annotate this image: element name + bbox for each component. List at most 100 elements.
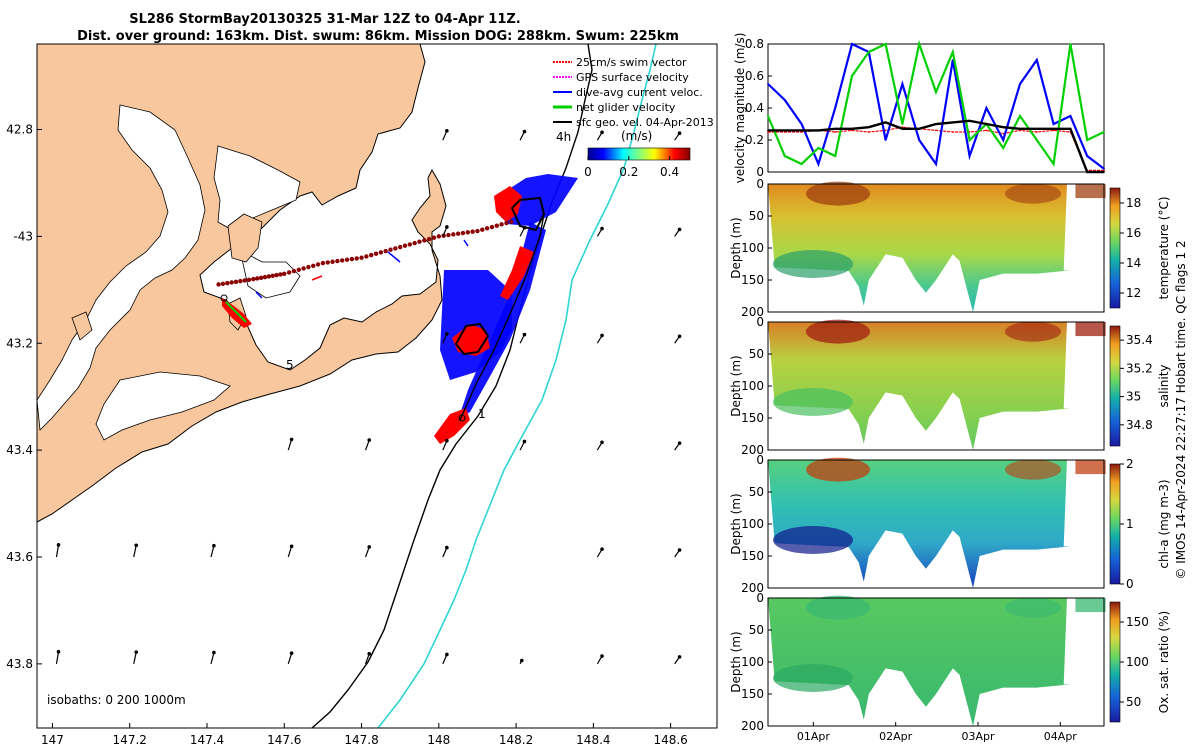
section-colorbar-tick-label: 150 <box>1126 615 1149 629</box>
section-y-tick-label: 50 <box>749 623 764 637</box>
map-legend: 25cm/s swim vector GPS surface velocity … <box>553 56 714 143</box>
annotation-4h: 4h <box>556 130 571 144</box>
velocity-point <box>867 131 870 133</box>
section-y-tick-label: 0 <box>756 177 764 191</box>
surface-vector-head <box>522 332 527 337</box>
velocity-point <box>935 123 937 125</box>
velocity-point <box>1035 139 1038 141</box>
surface-vector <box>55 651 60 664</box>
glider-track-layer <box>216 219 514 287</box>
velocity-point <box>901 123 904 125</box>
section-y-tick-label: 50 <box>749 485 764 499</box>
island-channel <box>71 311 93 341</box>
surface-vector-head <box>289 651 294 655</box>
map-colorbar-label: (m/s) <box>621 129 652 143</box>
track-point <box>220 281 226 287</box>
velocity-point <box>783 155 786 157</box>
section-data-field <box>768 184 1071 312</box>
velocity-point <box>1019 127 1021 130</box>
map-y-tick-label: 42.8 <box>6 123 33 137</box>
track-point <box>504 220 509 226</box>
track-point <box>383 248 388 254</box>
surface-vector-head <box>289 437 294 442</box>
map-colorbar <box>587 147 691 161</box>
track-point <box>291 268 297 274</box>
map-x-tick-label: 147.6 <box>267 733 301 747</box>
track-point <box>301 266 306 271</box>
track-point <box>315 262 321 267</box>
surface-vector-head <box>600 333 604 338</box>
map-x-tick-label: 147.8 <box>344 733 378 747</box>
velocity-point <box>935 129 937 132</box>
map-x-tick-label: 148.4 <box>576 733 610 747</box>
surface-vector-head <box>134 650 139 654</box>
velocity-y-axis: 0 0.2 0.4 0.6 0.8 <box>745 37 772 179</box>
track-point <box>282 271 287 276</box>
section-ylabel: Depth (m) <box>729 355 743 416</box>
surface-vector-head <box>212 650 216 655</box>
track-point <box>246 277 252 282</box>
velocity-point <box>1052 123 1055 125</box>
velocity-point <box>867 126 870 129</box>
section-y-tick-label: 0 <box>756 453 764 467</box>
surface-vector-head <box>677 227 682 232</box>
section-colorbar-tick-label: 50 <box>1126 695 1141 709</box>
section-deep-patch <box>773 664 853 692</box>
section-colorbar-tick-label: 16 <box>1126 226 1141 240</box>
velocity-point <box>1103 131 1105 133</box>
velocity-point <box>901 83 904 85</box>
velocity-point <box>817 163 820 165</box>
velocity-point <box>1052 127 1055 130</box>
velocity-point <box>834 127 837 130</box>
track-point <box>258 275 264 280</box>
surface-vector-head <box>367 651 372 656</box>
map-x-tick-label: 148 <box>427 733 450 747</box>
velocity-point <box>1069 127 1072 130</box>
track-point <box>489 224 495 230</box>
velocity-point <box>918 139 921 141</box>
section-colorbar-tick-label: 35 <box>1126 390 1141 404</box>
track-point <box>422 238 427 243</box>
surface-vector-head <box>134 543 139 548</box>
velocity-point <box>951 51 954 53</box>
section-colorbar-tick-label: 35.2 <box>1126 361 1153 375</box>
velocity-point <box>767 83 769 85</box>
velocity-point <box>851 43 853 45</box>
velocity-point <box>935 163 937 165</box>
track-point <box>393 246 398 251</box>
velocity-point <box>884 121 887 124</box>
section-y-tick-label: 200 <box>741 305 764 319</box>
track-point <box>330 259 335 264</box>
velocity-point <box>968 139 971 141</box>
velocity-y-tick-label: 0.8 <box>745 37 764 51</box>
track-point <box>238 278 243 284</box>
map-x-tick-label: 148.6 <box>653 733 687 747</box>
section-colorbar-tick-label: 2 <box>1126 457 1134 471</box>
velocity-point <box>884 129 887 132</box>
velocity-point <box>884 43 887 45</box>
track-point <box>407 242 413 247</box>
map-x-tick-label: 147.2 <box>113 733 147 747</box>
section-colorbar <box>1109 463 1121 585</box>
velocity-point <box>1103 167 1105 170</box>
surface-vector <box>55 544 60 558</box>
track-point <box>397 244 403 250</box>
velocity-point <box>968 155 971 157</box>
velocity-y-tick-label: 0.2 <box>745 133 764 147</box>
section-colorbar-label: temperature (°C) <box>1157 197 1171 300</box>
section-surface-patch <box>806 457 870 482</box>
surface-vector <box>287 546 293 558</box>
section-panel-temperature: 0 50 100 150 200 Depth (m) 18 16 14 12 temperature… <box>729 177 1171 319</box>
surface-vector-head <box>367 438 372 442</box>
velocity-point <box>1086 171 1089 173</box>
track-point <box>266 274 272 279</box>
surface-vector <box>133 652 137 665</box>
glider-loop-middle <box>454 322 490 356</box>
velocity-point <box>834 107 837 109</box>
map-x-axis: 147 147.2 147.4 147.6 147.8 148 148.2 148.4 148.… <box>41 723 688 747</box>
velocity-point <box>867 51 870 53</box>
section-end-strip <box>1075 598 1106 613</box>
legend-label-sfc: sfc geo. vel. 04-Apr-2013 <box>576 116 714 129</box>
velocity-point <box>834 155 837 157</box>
